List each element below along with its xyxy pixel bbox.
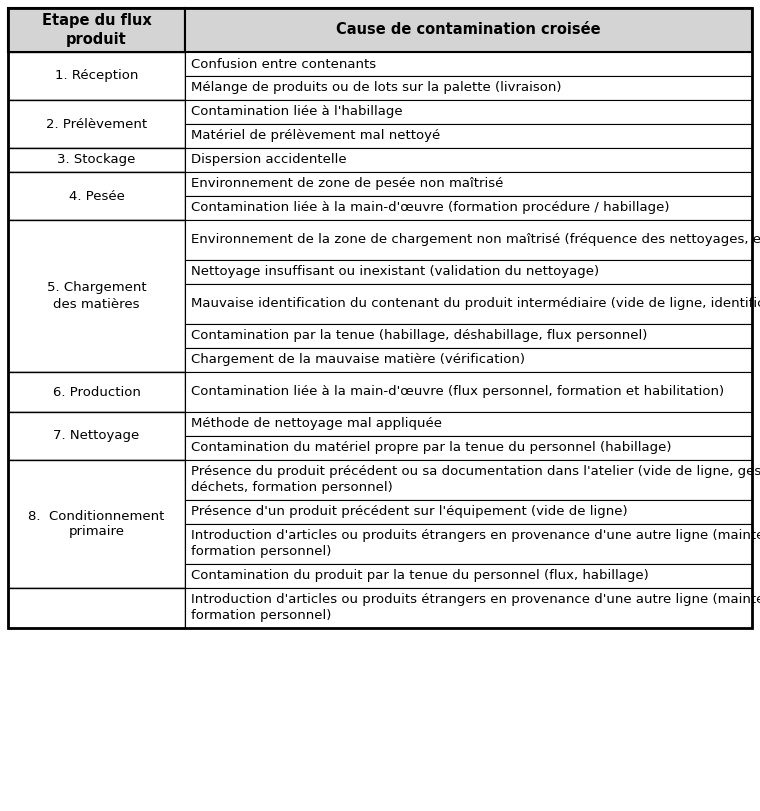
Text: Matériel de prélèvement mal nettoyé: Matériel de prélèvement mal nettoyé [191,130,440,143]
Bar [8,52,185,100]
Bar [185,460,752,500]
Text: Cause de contamination croisée: Cause de contamination croisée [336,23,601,37]
Text: Contamination liée à la main-d'œuvre (flux personnel, formation et habilitation): Contamination liée à la main-d'œuvre (fl… [191,385,724,398]
Bar [8,220,185,372]
Bar [185,172,752,196]
Bar [185,324,752,348]
Bar [185,524,752,564]
Text: 2. Prélèvement: 2. Prélèvement [46,118,147,131]
Bar [185,124,752,148]
Bar [185,148,752,172]
Bar [185,564,752,588]
Bar [185,260,752,284]
Bar [185,348,752,372]
Text: 7. Nettoyage: 7. Nettoyage [53,430,140,443]
Text: 5. Chargement
des matières: 5. Chargement des matières [46,281,147,311]
Bar [8,8,752,628]
Bar [185,76,752,100]
Bar [185,372,752,412]
Text: Introduction d'articles ou produits étrangers en provenance d'une autre ligne (m: Introduction d'articles ou produits étra… [191,594,760,623]
Bar [185,196,752,220]
Text: Introduction d'articles ou produits étrangers en provenance d'une autre ligne (m: Introduction d'articles ou produits étra… [191,530,760,559]
Bar [8,8,185,52]
Text: Mauvaise identification du contenant du produit intermédiaire (vide de ligne, id: Mauvaise identification du contenant du … [191,298,760,311]
Bar [8,148,185,172]
Text: Environnement de la zone de chargement non maîtrisé (fréquence des nettoyages, e: Environnement de la zone de chargement n… [191,234,760,247]
Text: Dispersion accidentelle: Dispersion accidentelle [191,153,347,166]
Text: 3. Stockage: 3. Stockage [57,153,136,166]
Text: 4. Pesée: 4. Pesée [68,190,125,203]
Bar [185,100,752,124]
Text: Contamination du matériel propre par la tenue du personnel (habillage): Contamination du matériel propre par la … [191,441,672,454]
Text: Contamination du produit par la tenue du personnel (flux, habillage): Contamination du produit par la tenue du… [191,569,649,582]
Text: Présence d'un produit précédent sur l'équipement (vide de ligne): Présence d'un produit précédent sur l'éq… [191,505,628,518]
Text: Mélange de produits ou de lots sur la palette (livraison): Mélange de produits ou de lots sur la pa… [191,81,562,95]
Text: Confusion entre contenants: Confusion entre contenants [191,58,376,71]
Bar [8,588,185,628]
Bar [185,8,752,52]
Bar [185,412,752,436]
Bar [185,52,752,76]
Text: 8.  Conditionnement
primaire: 8. Conditionnement primaire [28,509,165,539]
Text: Contamination liée à la main-d'œuvre (formation procédure / habillage): Contamination liée à la main-d'œuvre (fo… [191,201,670,214]
Text: Méthode de nettoyage mal appliquée: Méthode de nettoyage mal appliquée [191,418,442,431]
Text: Environnement de zone de pesée non maîtrisé: Environnement de zone de pesée non maîtr… [191,178,503,191]
Text: Nettoyage insuffisant ou inexistant (validation du nettoyage): Nettoyage insuffisant ou inexistant (val… [191,265,599,278]
Bar [185,220,752,260]
Text: Contamination liée à l'habillage: Contamination liée à l'habillage [191,105,403,118]
Bar [8,172,185,220]
Bar [185,436,752,460]
Text: Présence du produit précédent ou sa documentation dans l'atelier (vide de ligne,: Présence du produit précédent ou sa docu… [191,466,760,495]
Bar [185,588,752,628]
Bar [8,460,185,588]
Bar [185,500,752,524]
Bar [185,284,752,324]
Text: 6. Production: 6. Production [52,385,141,398]
Text: Chargement de la mauvaise matière (vérification): Chargement de la mauvaise matière (vérif… [191,354,525,367]
Text: 1. Réception: 1. Réception [55,70,138,83]
Bar [8,372,185,412]
Bar [8,412,185,460]
Text: Etape du flux
produit: Etape du flux produit [42,13,151,47]
Bar [8,100,185,148]
Text: Contamination par la tenue (habillage, déshabillage, flux personnel): Contamination par la tenue (habillage, d… [191,329,648,342]
